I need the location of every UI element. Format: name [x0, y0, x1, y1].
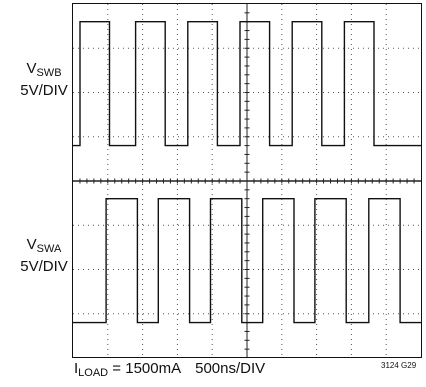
channel-scale-swa: 5V/DIV — [20, 258, 68, 275]
load-subscript: LOAD — [78, 367, 109, 379]
channel-subscript-swb: SWB — [36, 67, 62, 79]
load-symbol: I — [74, 360, 79, 377]
traces — [73, 21, 421, 324]
channel-symbol-swa: V — [26, 236, 37, 253]
channel-label-swa: VSWA 5V/DIV — [16, 236, 72, 276]
scope-settings: ILOAD = 1500mA 500ns/DIV — [74, 360, 265, 379]
graticule-grid — [73, 4, 421, 358]
channel-subscript-swa: SWA — [36, 243, 62, 255]
channel-scale-swb: 5V/DIV — [20, 82, 68, 99]
channel-label-swb: VSWB 5V/DIV — [16, 60, 72, 100]
trace-swa — [73, 197, 421, 324]
trace-swb — [73, 21, 421, 147]
channel-symbol-swb: V — [26, 60, 37, 77]
timebase: 500ns/DIV — [195, 360, 266, 377]
figure-id: 3124 G29 — [381, 361, 417, 370]
screen-border — [72, 3, 422, 358]
load-current: = 1500mA — [108, 360, 182, 377]
